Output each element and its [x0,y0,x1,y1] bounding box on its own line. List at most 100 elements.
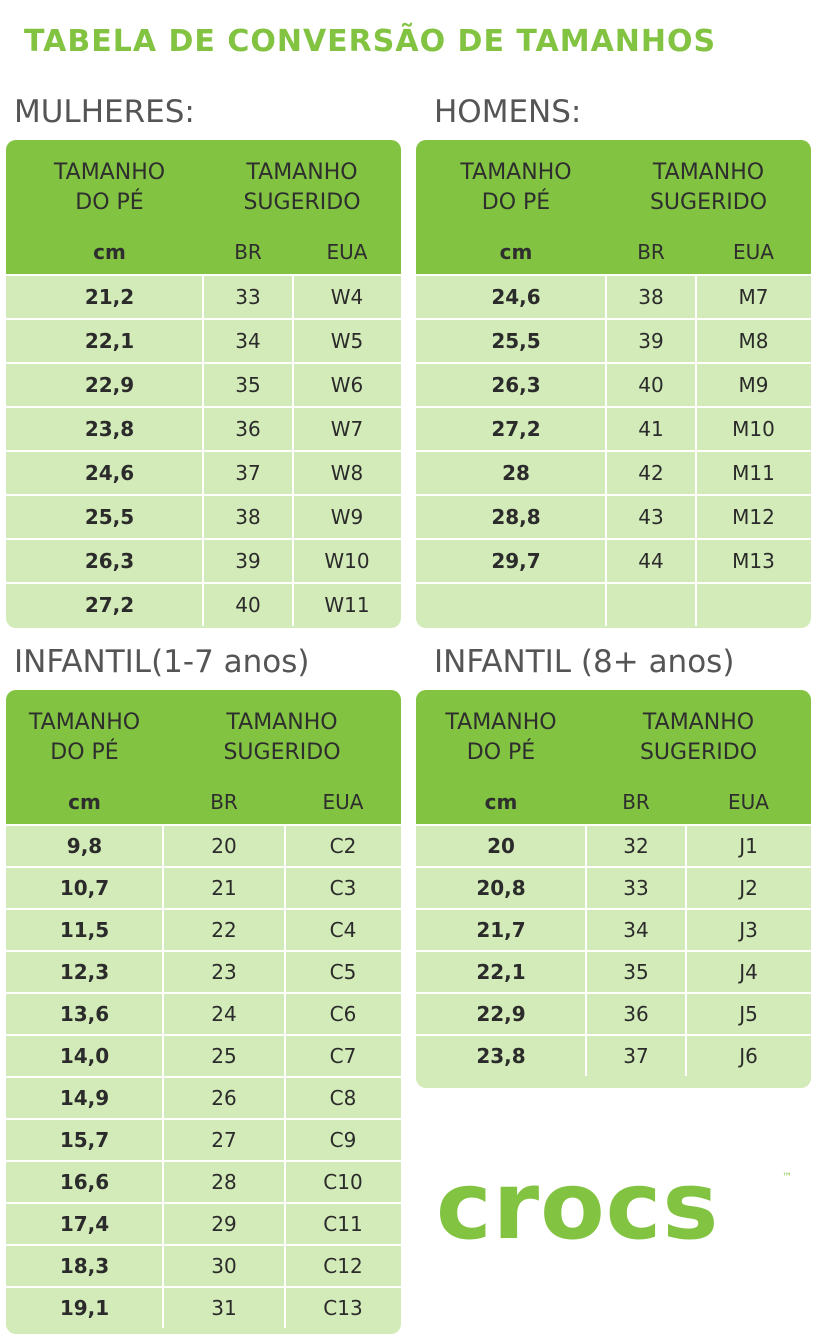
cell-cm: 27,2 [84,593,135,617]
column-divider [162,824,164,1328]
header-col-cm: cm [68,790,101,814]
cell-cm: 10,7 [59,876,110,900]
cell-cm: 22,9 [476,1002,526,1026]
header-suggested-size: TAMANHO SUGERIDO [649,160,768,215]
table-row: 9,8 20 C2 [6,826,401,866]
cell-eua: M8 [738,329,769,353]
row-divider [6,1118,401,1120]
header-col-cm: cm [499,240,533,264]
cell-cm: 13,6 [59,1002,110,1026]
cell-eua: C11 [323,1212,363,1236]
cell-cm: 28,8 [491,505,541,529]
table-row: 11,5 22 C4 [6,910,401,950]
cell-eua: W4 [330,285,364,309]
cell-br: 37 [623,1044,649,1068]
header-col-eua: EUA [728,790,769,814]
header-foot-size: TAMANHO DO PÉ [460,160,572,215]
cell-br: 26 [211,1086,237,1110]
header-col-br: BR [622,790,650,814]
logo-text: crocs [436,1152,720,1261]
cell-eua: M9 [738,373,769,397]
table-row: 22,1 34 W5 [6,320,401,362]
table-row: 25,5 39 M8 [416,320,811,362]
table-row: 14,0 25 C7 [6,1036,401,1076]
column-divider [292,274,294,626]
cell-cm: 22,1 [84,329,135,353]
cell-br: 29 [211,1212,237,1236]
trademark-symbol: ™ [782,1172,792,1183]
cell-cm: 20,8 [476,876,526,900]
cell-cm: 27,2 [491,417,541,441]
cell-cm: 17,4 [59,1212,110,1236]
cell-eua: J2 [739,876,758,900]
header-col-eua: EUA [733,240,774,264]
cell-eua: M12 [732,505,775,529]
cell-br: 43 [638,505,664,529]
cell-br: 30 [211,1254,237,1278]
cell-cm: 26,3 [491,373,541,397]
cell-cm: 14,0 [59,1044,110,1068]
table-row: 21,7 34 J3 [416,910,811,950]
table-row: 21,2 33 W4 [6,276,401,318]
header-foot-size: TAMANHO DO PÉ [53,160,166,215]
cell-br: 22 [211,918,237,942]
cell-br: 34 [235,329,261,353]
cell-br: 27 [211,1128,237,1152]
table-row: 20,8 33 J2 [416,868,811,908]
cell-eua: C9 [329,1128,357,1152]
row-divider [6,992,401,994]
cell-br: 42 [638,461,664,485]
row-divider [6,1160,401,1162]
table-row: 16,6 28 C10 [6,1162,401,1202]
header-foot-size: TAMANHO DO PÉ [28,710,141,765]
cell-cm: 11,5 [59,918,110,942]
row-divider [6,1076,401,1078]
cell-eua: C6 [329,1002,357,1026]
cell-eua: C12 [323,1254,363,1278]
table-row: 22,1 35 J4 [416,952,811,992]
table-row: 29,7 44 M13 [416,540,811,582]
page-title: TABELA DE CONVERSÃO DE TAMANHOS [24,24,717,59]
cell-cm: 24,6 [84,461,135,485]
cell-br: 35 [235,373,261,397]
header-col-br: BR [234,240,262,264]
cell-cm: 23,8 [476,1044,526,1068]
table-row: 24,6 37 W8 [6,452,401,494]
size-table-infantil-8: TAMANHO DO PÉ TAMANHO SUGERIDO cm BR EUA 20 32… [416,690,811,1088]
column-divider [685,824,687,1076]
cell-eua: J5 [739,1002,758,1026]
cell-cm: 28 [502,461,530,485]
table-row: 24,6 38 M7 [416,276,811,318]
table-row: 10,7 21 C3 [6,868,401,908]
table-header: TAMANHO DO PÉ TAMANHO SUGERIDO cm BR EUA [416,140,811,274]
table-header: TAMANHO DO PÉ TAMANHO SUGERIDO cm BR EUA [6,140,401,274]
cell-br: 32 [623,834,649,858]
row-divider [6,1202,401,1204]
cell-br: 25 [211,1044,237,1068]
row-divider [416,538,811,540]
row-divider [416,582,811,584]
cell-eua: W11 [324,593,370,617]
table-row: 18,3 30 C12 [6,1246,401,1286]
cell-eua: J1 [739,834,758,858]
table-header: TAMANHO DO PÉ TAMANHO SUGERIDO cm BR EUA [416,690,811,824]
size-table-infantil-1-7: TAMANHO DO PÉ TAMANHO SUGERIDO cm BR EUA 9,8 2… [6,690,401,1334]
table-row: 17,4 29 C11 [6,1204,401,1244]
cell-eua: W9 [330,505,364,529]
cell-eua: J3 [739,918,758,942]
header-col-cm: cm [484,790,518,814]
size-table-mulheres: TAMANHO DO PÉ TAMANHO SUGERIDO cm BR EUA 21,2… [6,140,401,628]
cell-eua: W5 [330,329,364,353]
header-col-cm: cm [93,240,126,264]
row-divider [6,824,401,826]
table-row: 27,2 41 M10 [416,408,811,450]
cell-br: 44 [638,549,664,573]
cell-eua: C7 [329,1044,357,1068]
row-divider [6,866,401,868]
section-label-infantil-8: INFANTIL (8+ anos) [434,644,735,680]
cell-br: 31 [211,1296,237,1320]
cell-eua: C13 [323,1296,363,1320]
cell-br: 33 [235,285,261,309]
table-row: 22,9 35 W6 [6,364,401,406]
column-divider [695,274,697,626]
